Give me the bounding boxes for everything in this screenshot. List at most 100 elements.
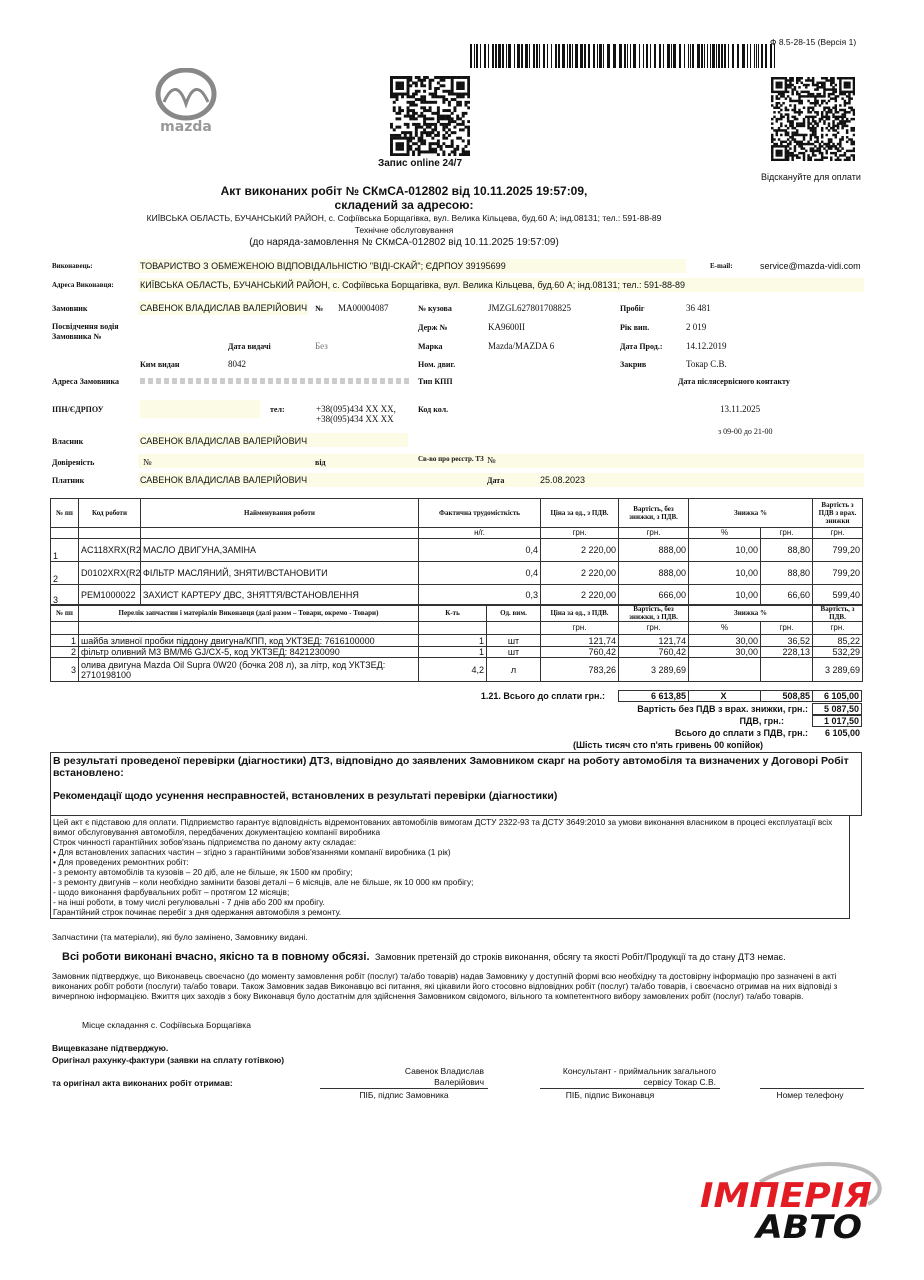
qr-module xyxy=(458,95,462,99)
diagnostics-recommendations: Рекомендації щодо усунення несправностей… xyxy=(53,790,558,802)
qr-module xyxy=(442,109,446,113)
qr-module xyxy=(442,95,446,99)
qr-module xyxy=(406,131,410,135)
qr-module xyxy=(771,99,774,103)
qr-module xyxy=(848,120,851,123)
qr-module xyxy=(791,108,794,112)
data-row: 3 PEM1000022 ЗАХИСТ КАРТЕРУ ДВС, ЗНЯТТЯ/ВС… xyxy=(50,584,864,606)
qr-module xyxy=(841,92,844,96)
qr-module xyxy=(845,90,849,94)
qr-module xyxy=(403,133,407,137)
qr-module xyxy=(775,106,779,109)
barcode-bar xyxy=(671,44,672,68)
qr-module xyxy=(843,113,847,116)
header-cell: № пп xyxy=(50,604,79,622)
qr-module xyxy=(802,83,806,87)
qr-module xyxy=(798,133,801,137)
qr-module xyxy=(820,95,824,98)
qr-module xyxy=(423,89,427,93)
qr-module xyxy=(392,95,396,99)
qr-module xyxy=(809,101,813,105)
value: Без xyxy=(315,341,328,351)
qr-module xyxy=(800,101,803,105)
total-label: ПДВ, грн.: xyxy=(739,716,784,726)
qr-module xyxy=(802,151,806,155)
cell: 799,20 xyxy=(812,561,864,585)
cell: олива двигуна Mazda Oil Supra 0W20 (бочк… xyxy=(78,657,419,682)
qr-code xyxy=(771,77,855,161)
qr-module xyxy=(409,100,413,104)
qr-module xyxy=(807,111,810,114)
qr-module xyxy=(816,86,819,89)
qr-module xyxy=(782,92,785,96)
qr-module xyxy=(442,78,446,82)
qr-module xyxy=(782,158,785,161)
qr-module xyxy=(412,153,416,156)
qr-module xyxy=(841,154,844,157)
qr-module xyxy=(823,108,826,112)
cell: 3 289,69 xyxy=(618,657,689,682)
qr-module xyxy=(795,92,799,96)
qr-module xyxy=(434,147,438,151)
signature-line xyxy=(320,1088,488,1089)
qr-module xyxy=(771,95,774,98)
qr-module xyxy=(773,115,776,119)
qr-module xyxy=(461,153,465,156)
cell: 760,42 xyxy=(618,646,689,658)
qr-module xyxy=(789,81,792,85)
qr-module xyxy=(830,145,833,148)
qr-module xyxy=(852,154,855,157)
qr-module xyxy=(784,133,788,137)
cell: 760,42 xyxy=(540,646,619,658)
qr-module xyxy=(811,79,815,82)
qr-module xyxy=(820,151,824,155)
qr-module xyxy=(423,114,427,118)
qr-module xyxy=(431,131,435,135)
qr-module xyxy=(816,158,819,161)
barcode-bar xyxy=(525,44,528,68)
qr-module xyxy=(775,142,779,146)
qr-module xyxy=(843,92,847,96)
qr-module xyxy=(442,122,446,126)
qr-module xyxy=(852,111,855,114)
qr-module xyxy=(820,145,824,148)
qr-module xyxy=(814,145,817,148)
qr-module xyxy=(406,147,410,151)
qr-module xyxy=(811,117,815,121)
qr-module xyxy=(791,133,794,137)
barcode-bar xyxy=(597,44,598,68)
qr-module xyxy=(836,131,840,134)
qr-module xyxy=(777,149,781,153)
qr-module xyxy=(406,136,410,140)
qr-module xyxy=(442,128,446,132)
qr-module xyxy=(445,114,449,118)
qr-module xyxy=(820,136,824,139)
parts-table: № пп Перелік запчастин і матеріалів Викон… xyxy=(50,604,864,682)
qr-module xyxy=(845,120,849,123)
qr-module xyxy=(807,99,810,103)
qr-module xyxy=(453,147,457,151)
qr-module xyxy=(845,77,849,80)
qr-module xyxy=(406,139,410,143)
qr-module xyxy=(830,81,833,85)
statement: Замовник претензій до строків виконання,… xyxy=(375,952,786,962)
qr-module xyxy=(832,97,835,100)
warranty-line: Гарантійний строк починає перебіг з дня … xyxy=(53,907,342,917)
label: Дата xyxy=(487,476,505,485)
qr-module xyxy=(827,92,831,96)
qr-module xyxy=(417,98,421,102)
label: Тип КПП xyxy=(418,377,453,386)
qr-module xyxy=(453,120,457,124)
label: E-mail: xyxy=(710,262,733,270)
qr-module xyxy=(464,103,468,107)
qr-module xyxy=(834,99,838,103)
qr-module xyxy=(832,77,835,80)
qr-module xyxy=(461,150,465,154)
qr-module xyxy=(820,117,824,121)
barcode-bar xyxy=(774,44,775,68)
qr-module xyxy=(805,115,808,119)
qr-module xyxy=(823,115,826,119)
qr-module xyxy=(845,117,849,121)
qr-module xyxy=(820,111,824,114)
